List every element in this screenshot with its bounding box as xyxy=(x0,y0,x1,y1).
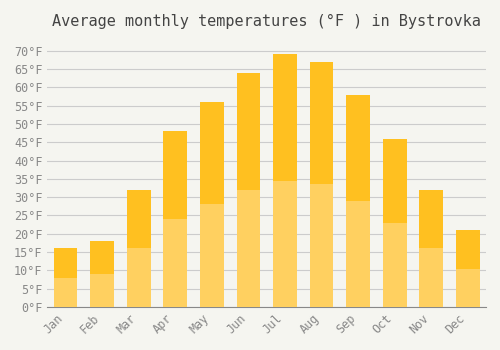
Title: Average monthly temperatures (°F ) in Bystrovka: Average monthly temperatures (°F ) in By… xyxy=(52,14,481,29)
Bar xyxy=(127,190,150,307)
Bar xyxy=(383,139,406,223)
Bar xyxy=(90,241,114,274)
Bar xyxy=(420,190,443,248)
Bar xyxy=(346,95,370,201)
Bar xyxy=(127,190,150,248)
Bar xyxy=(273,55,297,307)
Bar xyxy=(236,73,260,307)
Bar xyxy=(383,139,406,307)
Bar xyxy=(200,102,224,307)
Bar xyxy=(273,55,297,181)
Bar xyxy=(90,241,114,307)
Bar xyxy=(420,190,443,307)
Bar xyxy=(236,73,260,190)
Bar xyxy=(164,131,187,307)
Bar xyxy=(200,102,224,204)
Bar xyxy=(164,131,187,219)
Bar xyxy=(346,95,370,307)
Bar xyxy=(310,62,334,307)
Bar xyxy=(310,62,334,184)
Bar xyxy=(54,248,78,278)
Bar xyxy=(54,248,78,307)
Bar xyxy=(456,230,479,268)
Bar xyxy=(456,230,479,307)
